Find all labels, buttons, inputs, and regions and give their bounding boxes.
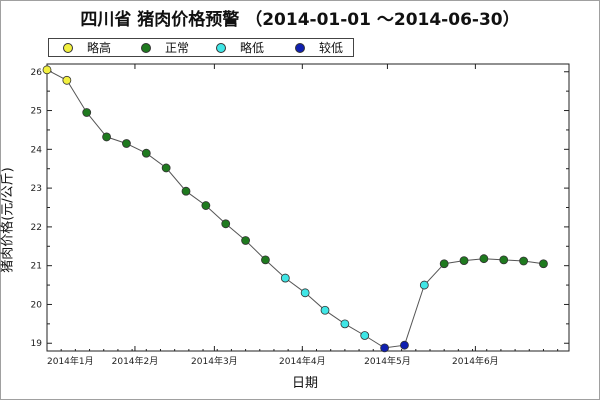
x-tick-label: 2014年1月 [47, 355, 94, 367]
legend-marker-high [63, 42, 73, 53]
chart-title: 四川省 猪肉价格预警 （2014-01-01 ～2014-06-30） [80, 10, 520, 30]
y-tick-label: 24 [31, 145, 43, 155]
legend-marker-slightly-low [216, 42, 226, 53]
price-point [181, 186, 191, 196]
price-line [46, 69, 544, 349]
price-point [380, 343, 389, 353]
x-tick-label: 2014年5月 [364, 355, 411, 367]
price-point [241, 236, 250, 245]
price-point [102, 132, 111, 142]
price-point [400, 340, 409, 350]
price-point [261, 255, 270, 265]
legend-item-low: 较低 [295, 39, 343, 56]
y-tick-label: 21 [31, 262, 42, 272]
price-point [42, 65, 52, 75]
legend-marker-low [295, 42, 305, 53]
price-point [320, 305, 330, 315]
price-point [300, 288, 310, 298]
price-point [539, 259, 548, 269]
y-tick-label: 20 [31, 300, 43, 310]
y-tick-label: 26 [31, 68, 43, 78]
x-tick-label: 2014年2月 [112, 355, 159, 367]
y-tick-label: 23 [31, 184, 42, 194]
price-point [519, 256, 529, 266]
legend-marker-normal [141, 42, 151, 53]
legend-item-slightly-low: 略低 [216, 39, 264, 56]
legend-item-normal: 正常 [141, 39, 189, 56]
price-point [419, 280, 429, 290]
price-point [201, 201, 211, 210]
x-tick-label: 2014年6月 [452, 355, 499, 367]
price-point [479, 254, 489, 264]
y-tick-label: 22 [31, 223, 42, 233]
legend-label-high: 略高 [87, 41, 112, 55]
price-point [499, 255, 509, 265]
legend-label-low: 较低 [319, 41, 344, 55]
price-point [439, 259, 449, 269]
y-axis-title: 猪肉价格(元/公斤) [0, 167, 16, 273]
price-point [360, 331, 370, 340]
price-point [340, 319, 350, 329]
price-point [459, 256, 469, 266]
legend-label-slightly-low: 略低 [240, 41, 265, 55]
legend: 略高 正常 略低 较低 [48, 38, 354, 57]
price-point [141, 148, 151, 158]
price-point [161, 163, 171, 173]
legend-item-high: 略高 [63, 39, 111, 56]
legend-label-normal: 正常 [165, 41, 190, 55]
y-tick-label: 25 [31, 107, 42, 117]
x-tick-label: 2014年4月 [279, 355, 326, 367]
price-point [62, 75, 72, 85]
price-point [280, 273, 290, 283]
y-tick-label: 19 [31, 339, 43, 349]
price-point [82, 108, 92, 117]
x-tick-label: 2014年3月 [191, 355, 238, 367]
price-point [221, 219, 231, 229]
x-axis-title: 日期 [291, 376, 318, 391]
price-point [122, 139, 131, 148]
plot-border [46, 63, 570, 352]
